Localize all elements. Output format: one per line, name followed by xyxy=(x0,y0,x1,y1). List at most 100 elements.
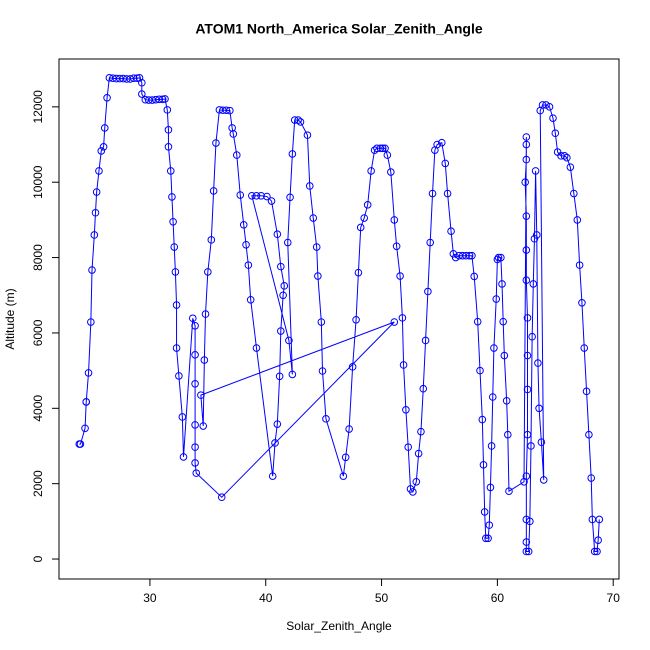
data-point xyxy=(530,234,539,243)
data-point xyxy=(267,197,276,205)
data-point xyxy=(244,261,253,269)
data-point xyxy=(199,422,207,430)
data-point xyxy=(204,268,212,276)
data-line xyxy=(79,77,600,552)
data-point xyxy=(570,189,578,198)
data-point xyxy=(317,318,326,326)
data-point xyxy=(76,440,85,448)
data-point xyxy=(200,356,209,364)
x-axis-label: Solar_Zenith_Angle xyxy=(286,619,392,633)
data-point xyxy=(192,469,201,477)
data-point xyxy=(191,421,199,429)
data-point xyxy=(398,314,407,322)
data-point xyxy=(502,396,511,405)
x-tick-label: 40 xyxy=(259,591,273,605)
data-point xyxy=(433,140,441,149)
data-point xyxy=(155,95,163,104)
data-point xyxy=(191,443,199,451)
data-point xyxy=(97,147,106,155)
data-point xyxy=(396,272,404,280)
data-point xyxy=(497,253,505,262)
data-point xyxy=(207,236,216,244)
data-point xyxy=(90,231,99,239)
data-point xyxy=(275,372,284,381)
data-point xyxy=(360,214,368,222)
data-point xyxy=(428,189,437,198)
data-point xyxy=(409,488,417,496)
data-point xyxy=(522,133,531,141)
data-point xyxy=(563,153,571,162)
data-point xyxy=(191,380,199,388)
data-point xyxy=(87,318,95,326)
data-point xyxy=(486,483,495,492)
data-point xyxy=(417,427,425,436)
data-point xyxy=(522,276,531,284)
data-point xyxy=(424,287,432,296)
data-point xyxy=(209,187,218,195)
data-point xyxy=(82,398,91,406)
data-point xyxy=(169,217,177,226)
data-point xyxy=(482,534,490,543)
data-point xyxy=(545,103,554,111)
data-point xyxy=(522,538,531,546)
data-point xyxy=(529,280,538,288)
data-point xyxy=(490,344,498,352)
data-point xyxy=(280,282,289,290)
data-point xyxy=(172,301,181,309)
data-point xyxy=(521,178,529,187)
data-point xyxy=(484,534,492,543)
data-point xyxy=(103,94,111,102)
data-point xyxy=(305,182,314,190)
data-point xyxy=(534,359,542,367)
data-point xyxy=(273,420,282,428)
data-point xyxy=(575,261,584,269)
data-point xyxy=(587,474,596,482)
data-point xyxy=(138,78,146,87)
data-point xyxy=(522,155,531,164)
data-point xyxy=(582,387,591,396)
data-point xyxy=(95,167,103,175)
y-tick-label: 6000 xyxy=(31,319,45,346)
data-point xyxy=(354,268,363,277)
data-point xyxy=(437,138,446,147)
data-point xyxy=(91,208,100,217)
data-point xyxy=(164,126,173,134)
data-point xyxy=(500,351,509,360)
data-point xyxy=(441,159,450,168)
data-point xyxy=(414,449,423,458)
data-point xyxy=(168,193,176,201)
data-point xyxy=(524,547,533,556)
x-tick-label: 30 xyxy=(143,591,157,605)
data-point xyxy=(188,314,197,323)
data-point xyxy=(135,74,144,82)
data-point xyxy=(248,191,256,200)
data-point xyxy=(443,189,452,198)
chart-title: ATOM1 North_America Solar_Zenith_Angle xyxy=(195,21,483,37)
data-point xyxy=(288,370,297,379)
data-point xyxy=(191,459,199,467)
data-point xyxy=(363,201,372,209)
data-point xyxy=(590,547,599,556)
data-point xyxy=(523,385,532,394)
data-point xyxy=(84,369,93,377)
data-point xyxy=(560,152,569,160)
data-point xyxy=(294,116,302,124)
data-point xyxy=(523,351,532,360)
y-tick-label: 10000 xyxy=(31,165,45,199)
data-point xyxy=(378,144,387,153)
data-point xyxy=(100,124,109,132)
data-point xyxy=(392,242,401,251)
data-point xyxy=(288,150,297,158)
data-point xyxy=(539,476,548,484)
data-point xyxy=(390,216,399,224)
data-point xyxy=(286,193,294,202)
data-point xyxy=(263,192,271,201)
data-point xyxy=(175,372,183,380)
data-point xyxy=(549,114,557,122)
data-point xyxy=(538,101,547,109)
data-point xyxy=(566,163,575,171)
data-point xyxy=(412,477,421,486)
data-point xyxy=(498,280,506,288)
data-point xyxy=(488,393,497,401)
